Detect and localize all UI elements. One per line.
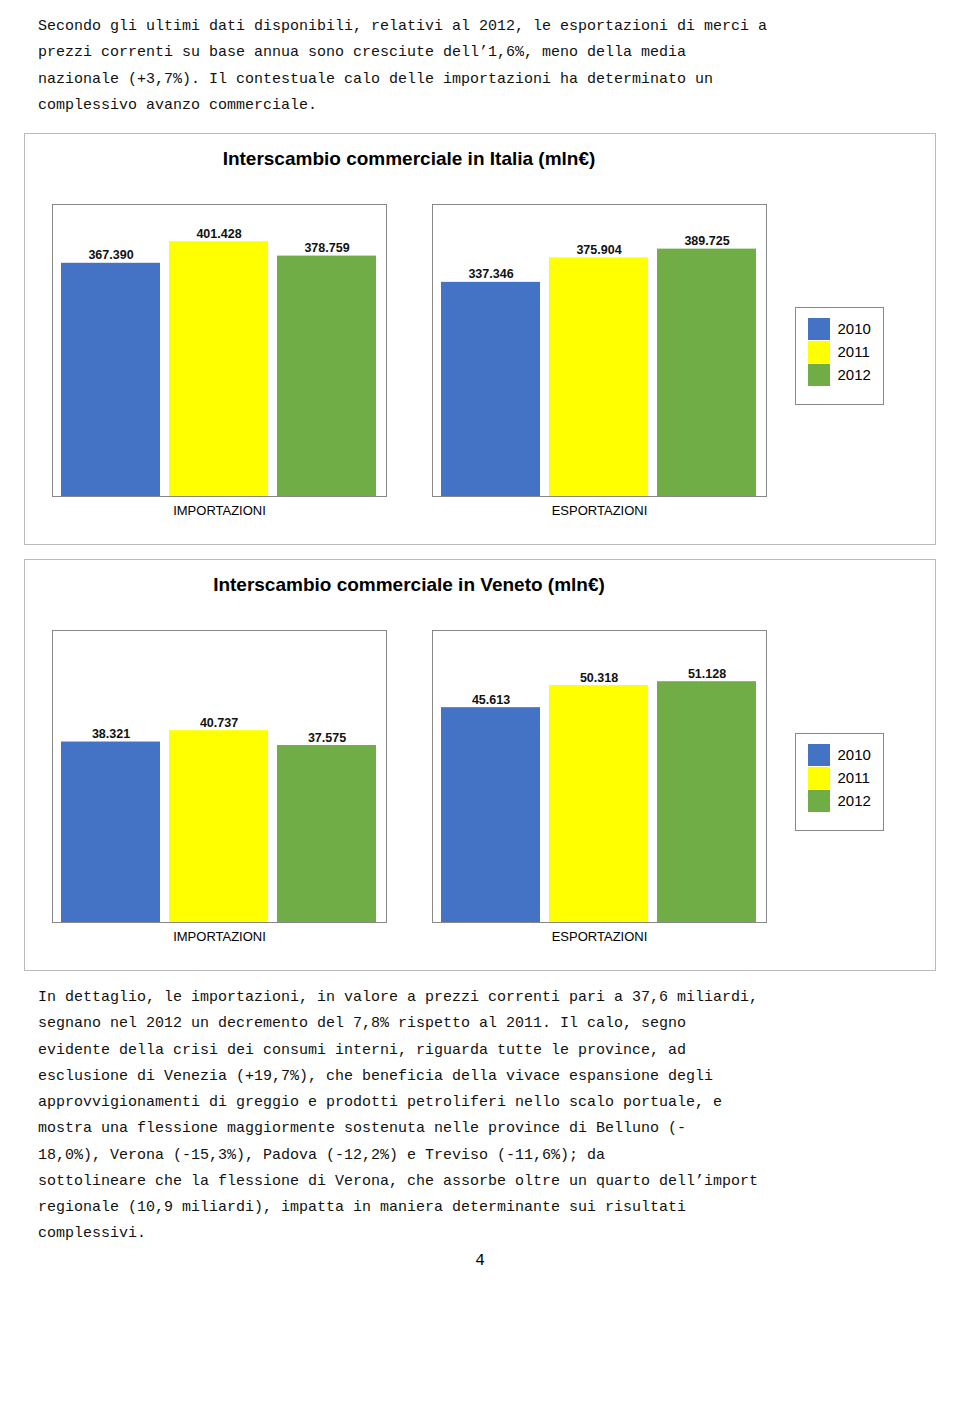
html-text:2012: 2012 [837,792,871,810]
svg-text:375.904: 375.904 [576,243,621,257]
html-text:2011: 2011 [837,343,870,361]
html-text:2011: 2011 [837,769,870,787]
svg-text:ESPORTAZIONI: ESPORTAZIONI [552,503,648,518]
html-text:In dettaglio, le importazioni,: In dettaglio, le importazioni, in valore… [38,989,759,1243]
svg-text:40.737: 40.737 [200,716,238,730]
svg-text:367.390: 367.390 [88,248,133,262]
html-text:4: 4 [475,1251,485,1270]
html-text:2012: 2012 [837,366,871,384]
svg-text:378.759: 378.759 [304,241,349,255]
svg-text:38.321: 38.321 [92,727,130,741]
svg-text:ESPORTAZIONI: ESPORTAZIONI [552,929,648,944]
html-text:Interscambio commerciale in Ve: Interscambio commerciale in Veneto (mln€… [213,574,605,595]
html-text:2010: 2010 [837,746,871,764]
svg-text:45.613: 45.613 [472,693,510,707]
svg-text:50.318: 50.318 [580,671,618,685]
svg-text:337.346: 337.346 [468,267,513,281]
svg-text:37.575: 37.575 [308,731,346,745]
html-text:Secondo gli ultimi dati dispon: Secondo gli ultimi dati disponibili, rel… [38,18,768,114]
svg-text:389.725: 389.725 [684,234,729,248]
html-text:Interscambio commerciale in It: Interscambio commerciale in Italia (mln€… [222,148,596,169]
svg-text:51.128: 51.128 [688,667,726,681]
html-text:2010: 2010 [837,320,871,338]
svg-text:IMPORTAZIONI: IMPORTAZIONI [173,503,266,518]
svg-text:401.428: 401.428 [196,227,241,241]
svg-text:IMPORTAZIONI: IMPORTAZIONI [173,929,266,944]
